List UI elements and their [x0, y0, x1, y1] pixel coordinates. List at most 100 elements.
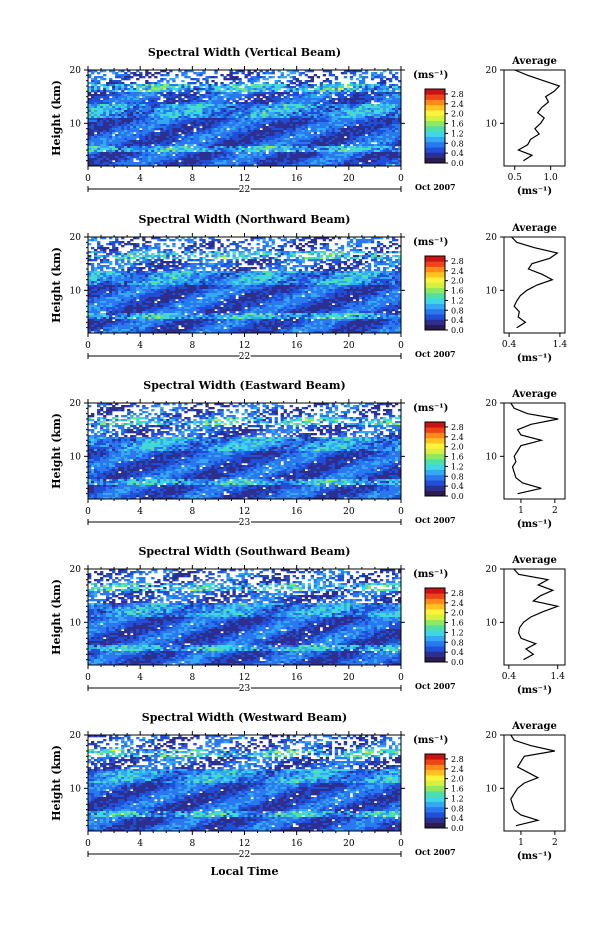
colorbar-tick-label: 0.8	[451, 306, 464, 315]
panel-title: Spectral Width (Eastward Beam)	[143, 379, 345, 392]
colorbar-band	[425, 480, 445, 486]
colorbar-band	[425, 459, 445, 465]
profile-y-tick-label: 20	[486, 66, 498, 76]
colorbar-band	[425, 110, 445, 116]
profile-y-tick-label: 10	[486, 119, 498, 129]
x-tick-label: 0	[398, 839, 404, 849]
colorbar-tick-label: 2.0	[451, 609, 464, 618]
panel-1: Spectral Width (Vertical Beam) Height (km…	[50, 46, 565, 197]
colorbar-band	[425, 754, 445, 760]
date-month: Oct 2007	[415, 515, 456, 525]
x-tick-label: 0	[85, 507, 91, 517]
colorbar-band	[425, 314, 445, 320]
colorbar-band	[425, 646, 445, 652]
colorbar-band	[425, 593, 445, 599]
colorbar-band	[425, 491, 445, 497]
colorbar-band	[425, 288, 445, 294]
colorbar-tick-label: 0.4	[451, 814, 464, 823]
colorbar-band	[425, 256, 445, 262]
x-tick-label: 12	[239, 839, 250, 849]
profile-title: Average	[511, 721, 557, 732]
colorbar-tick-label: 1.6	[451, 287, 464, 296]
colorbar-band	[425, 100, 445, 106]
colorbar-tick-label: 0.0	[451, 159, 464, 168]
profile-line	[511, 735, 555, 826]
colorbar-band	[425, 304, 445, 310]
profile-y-tick-label: 20	[486, 731, 498, 741]
colorbar-band	[425, 267, 445, 273]
x-tick-label: 20	[343, 341, 355, 351]
x-axis-label: Local Time	[211, 865, 279, 878]
colorbar-tick-label: 0.8	[451, 139, 464, 148]
colorbar-tick-label: 0.8	[451, 638, 464, 647]
profile-y-tick-label: 20	[486, 399, 498, 409]
colorbar-tick-label: 1.2	[451, 628, 464, 637]
colorbar-tick-label: 2.4	[451, 599, 464, 608]
colorbar-band	[425, 443, 445, 449]
x-tick-label: 8	[189, 839, 195, 849]
profile-title: Average	[511, 389, 557, 400]
x-tick-label: 16	[291, 673, 303, 683]
colorbar-band	[425, 791, 445, 797]
panel-title: Spectral Width (Vertical Beam)	[148, 46, 341, 59]
profile-x-tick-label: 1.4	[551, 672, 566, 682]
x-tick-label: 0	[85, 673, 91, 683]
colorbar-band	[425, 454, 445, 460]
colorbar-band	[425, 759, 445, 765]
colorbar-tick-label: 0.4	[451, 149, 464, 158]
profile-title: Average	[511, 56, 557, 67]
colorbar-tick-label: 0.8	[451, 472, 464, 481]
x-tick-label: 20	[343, 839, 355, 849]
heatmap-cells	[88, 70, 401, 166]
colorbar-band	[425, 277, 445, 283]
colorbar-band	[425, 319, 445, 325]
colorbar-tick-label: 2.4	[451, 267, 464, 276]
profile-x-tick-label: 1.4	[553, 340, 568, 350]
colorbar-band	[425, 765, 445, 771]
x-tick-label: 8	[189, 507, 195, 517]
colorbar-tick-label: 0.8	[451, 804, 464, 813]
x-tick-label: 0	[398, 174, 404, 184]
colorbar-tick-label: 0.0	[451, 492, 464, 501]
panel-5: Spectral Width (Westward Beam)Height (km…	[50, 711, 565, 878]
colorbar-tick-label: 2.4	[451, 433, 464, 442]
colorbar-band	[425, 448, 445, 454]
profile-x-tick-label: 0.4	[502, 340, 517, 350]
colorbar-band	[425, 780, 445, 786]
colorbar-band	[425, 158, 445, 164]
x-tick-label: 20	[343, 673, 355, 683]
colorbar-band	[425, 599, 445, 605]
colorbar-band	[425, 282, 445, 288]
profile-x-label: (ms⁻¹)	[517, 353, 552, 364]
y-axis-label: Height (km)	[50, 80, 63, 156]
profile-title: Average	[511, 555, 557, 566]
date-month: Oct 2007	[415, 681, 456, 691]
profile-y-tick-label: 10	[486, 784, 498, 794]
profile-y-tick-label: 20	[486, 233, 498, 243]
colorbar-band	[425, 796, 445, 802]
profile-frame	[504, 735, 565, 831]
x-tick-label: 12	[239, 174, 250, 184]
colorbar-band	[425, 309, 445, 315]
colorbar-band	[425, 464, 445, 470]
heatmap-cells	[88, 403, 401, 499]
x-tick-label: 12	[239, 673, 250, 683]
colorbar-unit: (ms⁻¹)	[413, 237, 448, 248]
date-label: 23	[239, 684, 251, 694]
colorbar-band	[425, 636, 445, 642]
profile-x-label: (ms⁻¹)	[517, 851, 552, 862]
profile-line	[514, 569, 558, 660]
profile-x-label: (ms⁻¹)	[517, 186, 552, 197]
colorbar-tick-label: 2.8	[451, 90, 464, 99]
panel-title: Spectral Width (Northward Beam)	[139, 213, 351, 226]
colorbar-band	[425, 770, 445, 776]
x-tick-label: 4	[137, 673, 143, 683]
colorbar: 2.82.42.01.61.20.80.40.0	[425, 588, 464, 667]
profile-y-tick-label: 10	[486, 452, 498, 462]
colorbar-band	[425, 121, 445, 127]
colorbar-band	[425, 817, 445, 823]
y-tick-label: 20	[70, 233, 82, 243]
x-tick-label: 0	[85, 174, 91, 184]
colorbar-band	[425, 261, 445, 267]
